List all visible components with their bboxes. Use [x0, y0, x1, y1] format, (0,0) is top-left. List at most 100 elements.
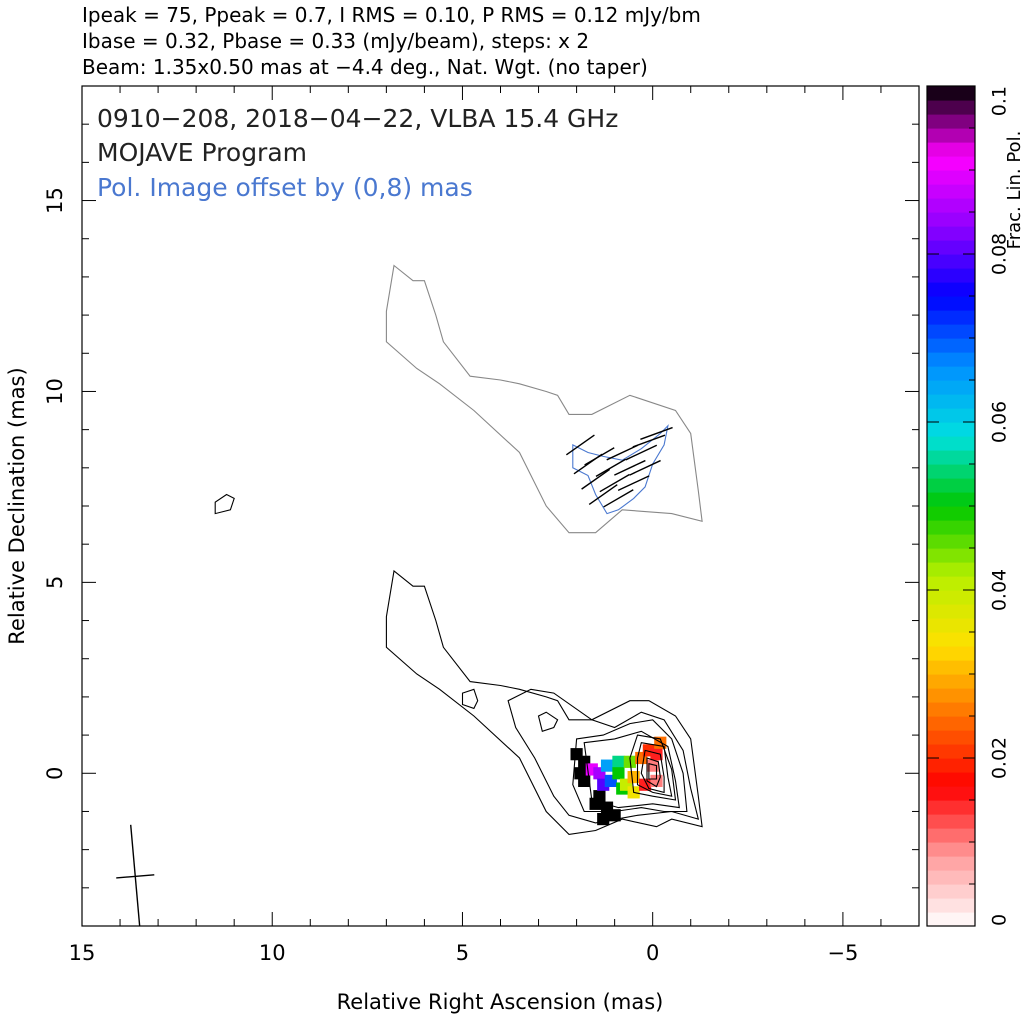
colorbar-segment	[927, 394, 975, 409]
colorbar-segment	[927, 226, 975, 241]
pol-vector	[599, 473, 630, 493]
colorbar-segment	[927, 772, 975, 787]
stokes-i-contour	[648, 762, 658, 780]
colorbar-segment	[927, 800, 975, 815]
colorbar-segment	[927, 128, 975, 143]
x-tick-label: −5	[827, 941, 858, 965]
stokes-i-contour	[461, 688, 479, 710]
colorbar-segment	[927, 814, 975, 829]
colorbar-segment	[927, 758, 975, 773]
stokes-i-contour	[214, 493, 235, 515]
stokes-i-contour	[640, 749, 665, 794]
colorbar-segment	[927, 506, 975, 521]
colorbar-segment	[927, 464, 975, 479]
plot-content	[116, 264, 703, 926]
pol-vector	[588, 484, 618, 505]
colorbar-segment	[927, 870, 975, 885]
colorbar-segment	[927, 450, 975, 465]
frac-pol-pixel	[600, 759, 614, 772]
colorbar-tick-label: 0.1	[989, 86, 1011, 116]
colorbar-segment	[927, 884, 975, 899]
colorbar-segment	[927, 856, 975, 871]
colorbar-segment	[927, 114, 975, 129]
pol-vector	[565, 434, 595, 456]
colorbar-segment	[927, 632, 975, 647]
colorbar-segment	[927, 646, 975, 661]
colorbar-segment	[927, 184, 975, 199]
colorbar-segment	[927, 492, 975, 507]
colorbar-segment	[927, 100, 975, 115]
colorbar-segment	[927, 380, 975, 395]
colorbar-segment	[927, 604, 975, 619]
colorbar-segment	[927, 142, 975, 157]
colorbar-segment	[927, 618, 975, 633]
stokes-i-contour	[646, 757, 661, 788]
frac-pol-pixel	[646, 759, 659, 772]
colorbar-segment	[927, 562, 975, 577]
colorbar-segment	[927, 310, 975, 325]
colorbar-segment	[927, 730, 975, 745]
colorbar-segment	[927, 674, 975, 689]
stokes-i-contour	[572, 719, 688, 813]
colorbar-segment	[927, 478, 975, 493]
colorbar-segment	[927, 268, 975, 283]
pol-offset-annotation: Pol. Image offset by (0,8) mas	[97, 173, 473, 202]
plot-frame	[81, 85, 920, 927]
colorbar-tick-label: 0	[989, 914, 1011, 926]
pol-vector	[640, 426, 673, 440]
pol-vector	[629, 459, 661, 476]
stokes-i-contour	[636, 742, 673, 797]
x-axis-title: Relative Right Ascension (mas)	[337, 990, 664, 1014]
colorbar-segment	[927, 534, 975, 549]
pol-vector	[595, 458, 627, 478]
program-annotation: MOJAVE Program	[97, 138, 307, 167]
colorbar-segment	[927, 86, 975, 101]
colorbar-segment	[927, 842, 975, 857]
x-tick-label: 15	[69, 941, 96, 965]
frac-pol-pixel	[650, 748, 663, 761]
frac-pol-pixel	[627, 771, 640, 784]
colorbar-label: Frac. Lin. Pol.	[1004, 131, 1025, 250]
stokes-i-contour	[583, 730, 680, 809]
colorbar-segment	[927, 198, 975, 213]
x-tick-label: 0	[646, 941, 659, 965]
colorbar-segment	[927, 156, 975, 171]
colorbar-segment	[927, 212, 975, 227]
pol-vector	[606, 444, 639, 461]
colorbar-segment	[927, 786, 975, 801]
frac-pol-pixel	[597, 813, 610, 826]
x-tick-label: 10	[259, 941, 286, 965]
colorbar-segment	[927, 576, 975, 591]
pol-vector	[584, 447, 615, 466]
header-line-2: Ibase = 0.32, Pbase = 0.33 (mJy/beam), s…	[82, 29, 590, 53]
colorbar-segment	[927, 240, 975, 255]
pol-vector	[603, 489, 634, 508]
colorbar-segment	[927, 828, 975, 843]
y-tick-label: 5	[43, 576, 67, 589]
colorbar-segment	[927, 436, 975, 451]
colorbar-segment	[927, 338, 975, 353]
frac-pol-pixel	[612, 755, 625, 768]
stokes-i-contour	[629, 734, 677, 801]
colorbar-tick-label: 0.08	[989, 233, 1011, 275]
colorbar-tick-label: 0.06	[989, 401, 1011, 443]
stokes-i-contour	[537, 711, 559, 733]
y-axis-title: Relative Declination (mas)	[5, 367, 29, 644]
source-annotation: 0910−208, 2018−04−22, VLBA 15.4 GHz	[97, 104, 618, 133]
colorbar-segment	[927, 366, 975, 381]
colorbar-segment	[927, 282, 975, 297]
colorbar-segment	[927, 352, 975, 367]
x-tick-label: 5	[456, 941, 469, 965]
y-tick-label: 15	[43, 187, 67, 214]
colorbar-segment	[927, 590, 975, 605]
colorbar-segment	[927, 744, 975, 759]
header-line-1: Ipeak = 75, Ppeak = 0.7, I RMS = 0.10, P…	[82, 3, 701, 27]
pol-vector	[614, 459, 646, 476]
colorbar-segment	[927, 688, 975, 703]
stokes-i-contour	[385, 569, 703, 835]
colorbar-segment	[927, 408, 975, 423]
colorbar-segment	[927, 422, 975, 437]
colorbar-segment	[927, 170, 975, 185]
stokes-i-contour	[507, 688, 700, 824]
